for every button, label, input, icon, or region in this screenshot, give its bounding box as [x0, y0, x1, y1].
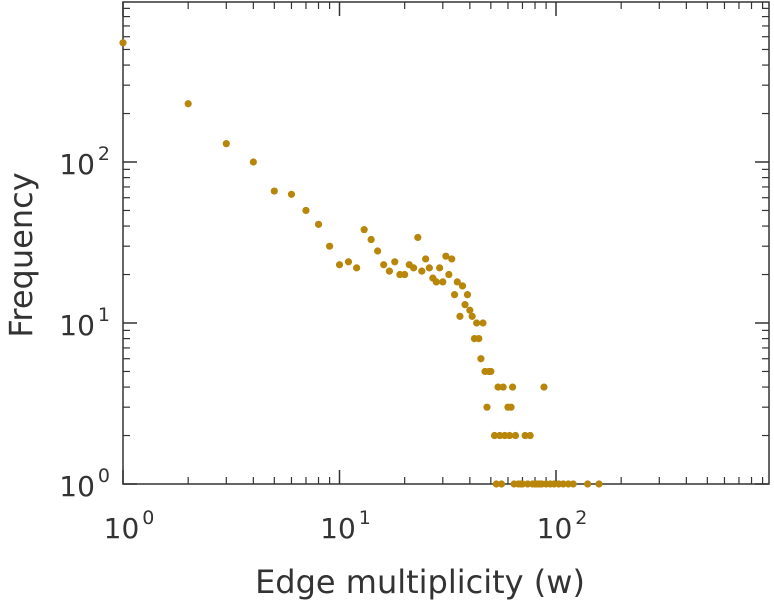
x-tick-exponent: 2 — [575, 507, 587, 529]
data-point — [249, 158, 257, 166]
data-point — [499, 383, 507, 391]
data-point — [222, 140, 230, 148]
data-point — [490, 431, 499, 440]
data-point — [448, 255, 456, 263]
data-point — [432, 278, 440, 286]
data-point — [184, 100, 192, 108]
data-point — [595, 480, 603, 488]
data-point — [524, 480, 532, 488]
data-point — [466, 306, 474, 314]
y-tick-base: 10 — [59, 470, 95, 503]
major-ticks — [122, 2, 769, 485]
data-point — [335, 261, 344, 269]
data-point — [584, 480, 592, 488]
data-point — [453, 278, 461, 286]
data-point — [479, 319, 487, 327]
x-tick-labels: 10 0 10 1 10 2 — [104, 507, 588, 545]
data-point — [458, 282, 467, 290]
x-tick-base: 10 — [104, 512, 140, 545]
data-point — [507, 403, 515, 411]
plot-frame — [122, 1, 770, 485]
data-point — [119, 39, 127, 47]
data-point — [422, 255, 430, 263]
data-point — [425, 264, 433, 272]
data-point — [473, 319, 481, 327]
data-points — [119, 39, 603, 488]
data-point — [344, 258, 353, 266]
data-point — [494, 383, 502, 391]
data-point — [445, 270, 453, 279]
data-point — [468, 312, 476, 320]
y-axis-title: Frequency — [2, 172, 40, 337]
y-tick-label: 10 1 — [59, 304, 110, 342]
data-point — [456, 312, 464, 320]
x-tick-base: 10 — [537, 512, 573, 545]
data-point — [353, 264, 361, 272]
data-point — [442, 252, 450, 260]
x-tick-label: 10 0 — [104, 507, 155, 545]
data-point — [414, 233, 422, 242]
data-point — [367, 235, 375, 244]
data-point — [477, 355, 485, 363]
data-point — [439, 278, 447, 286]
minor-ticks — [123, 2, 769, 484]
data-point — [505, 431, 514, 440]
y-tick-label: 10 2 — [59, 143, 110, 181]
data-point — [418, 267, 426, 275]
data-point — [569, 480, 577, 488]
data-point — [374, 247, 382, 255]
data-point — [508, 383, 517, 391]
x-tick-label: 10 1 — [320, 507, 371, 545]
data-point — [401, 270, 409, 279]
data-point — [518, 480, 527, 488]
data-point — [436, 264, 444, 272]
y-tick-base: 10 — [59, 148, 95, 181]
data-point — [559, 480, 567, 488]
y-tick-exponent: 2 — [98, 143, 110, 165]
y-tick-label: 10 0 — [59, 465, 110, 503]
y-tick-exponent: 0 — [98, 465, 110, 487]
data-point — [463, 291, 472, 299]
data-point — [385, 267, 393, 275]
x-tick-base: 10 — [320, 512, 356, 545]
data-point — [496, 431, 504, 440]
data-point — [314, 220, 323, 228]
data-point — [287, 190, 296, 198]
data-point — [391, 258, 399, 266]
data-point — [270, 187, 278, 195]
data-point — [492, 480, 500, 488]
x-tick-exponent: 1 — [359, 507, 371, 529]
data-point — [521, 431, 529, 440]
x-tick-exponent: 0 — [142, 507, 154, 529]
data-point — [302, 206, 310, 215]
data-point — [483, 403, 491, 411]
data-point — [450, 291, 459, 299]
data-point — [360, 226, 368, 234]
data-point — [487, 367, 495, 376]
x-tick-label: 10 2 — [537, 507, 588, 545]
data-point — [540, 383, 548, 391]
y-tick-exponent: 1 — [98, 304, 110, 326]
data-point — [380, 261, 388, 269]
data-point — [526, 431, 534, 440]
data-point — [497, 480, 506, 488]
data-point — [475, 335, 483, 343]
y-tick-base: 10 — [59, 309, 95, 342]
data-point — [410, 264, 418, 272]
data-point — [325, 242, 334, 250]
data-point — [461, 301, 469, 309]
data-point — [511, 431, 520, 440]
x-axis-title: Edge multiplicity (w) — [255, 563, 585, 600]
